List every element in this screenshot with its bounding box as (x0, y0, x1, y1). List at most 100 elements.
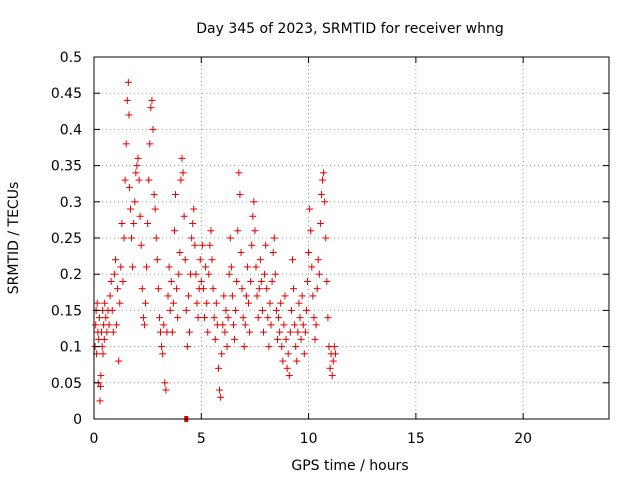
data-point (258, 306, 266, 314)
data-point (118, 220, 126, 228)
data-point (287, 306, 295, 314)
y-tick-label: 0.25 (51, 231, 82, 247)
data-point (316, 220, 324, 228)
data-point (117, 263, 125, 271)
y-tick-label: 0.15 (51, 303, 82, 319)
data-point (239, 314, 247, 322)
data-point (273, 335, 281, 343)
data-point (167, 277, 175, 285)
data-point (314, 256, 322, 264)
data-point (143, 263, 151, 271)
data-point (113, 321, 121, 329)
data-point (108, 306, 116, 314)
y-tick-label: 0.45 (51, 86, 82, 102)
data-point (121, 176, 129, 184)
data-point (291, 321, 299, 329)
data-point (251, 227, 259, 235)
data-point (103, 328, 111, 336)
data-point (152, 234, 160, 242)
data-point (320, 169, 328, 177)
data-point (135, 176, 143, 184)
data-point (209, 285, 217, 293)
data-point (114, 285, 122, 293)
data-point (140, 321, 148, 329)
data-point (109, 328, 117, 336)
data-point (181, 256, 189, 264)
data-point (265, 343, 273, 351)
data-point (294, 328, 302, 336)
data-point (237, 248, 245, 256)
data-point (302, 306, 310, 314)
data-point (137, 241, 145, 249)
data-point (173, 285, 181, 293)
data-point (190, 205, 198, 213)
data-point (293, 357, 301, 365)
x-tick-label: 0 (90, 431, 99, 447)
data-point (157, 328, 165, 336)
data-point (124, 78, 132, 86)
data-point (147, 104, 155, 112)
data-point (162, 386, 170, 394)
data-point (232, 306, 240, 314)
data-point (203, 299, 211, 307)
data-point (299, 321, 307, 329)
data-point (123, 96, 131, 104)
data-point (182, 306, 190, 314)
data-point (221, 328, 229, 336)
data-point (153, 256, 161, 264)
data-point (272, 306, 280, 314)
data-point (279, 357, 287, 365)
data-point (257, 277, 265, 285)
data-point (236, 191, 244, 199)
y-tick-label: 0.5 (60, 50, 82, 66)
data-point (129, 263, 137, 271)
data-point (93, 299, 101, 307)
data-point (296, 314, 304, 322)
data-point (142, 299, 149, 307)
data-point (170, 227, 178, 235)
data-point (229, 321, 237, 329)
data-point (217, 393, 225, 401)
y-tick-label: 0.2 (60, 267, 82, 283)
data-point (222, 306, 230, 314)
data-point (227, 263, 235, 271)
x-axis-label: GPS time / hours (291, 458, 408, 474)
data-point (197, 277, 205, 285)
data-point (283, 364, 291, 372)
data-point (276, 328, 284, 336)
x-tick-label: 10 (300, 431, 318, 447)
data-point (208, 256, 216, 264)
data-point (126, 205, 134, 213)
data-point (199, 285, 207, 293)
data-point (278, 343, 286, 351)
data-point (250, 198, 258, 206)
data-point (286, 328, 294, 336)
data-point (305, 248, 313, 256)
data-point (166, 306, 174, 314)
data-point (300, 350, 308, 358)
data-point (228, 292, 236, 300)
data-point (183, 343, 191, 351)
data-point (219, 321, 227, 329)
data-point (134, 154, 142, 162)
data-point (202, 263, 210, 271)
data-point (322, 234, 330, 242)
data-point (275, 314, 283, 322)
data-point (241, 321, 249, 329)
data-point (133, 162, 141, 170)
data-point (155, 314, 163, 322)
data-point (328, 372, 336, 380)
data-point (144, 220, 152, 228)
data-point (284, 350, 292, 358)
data-point (178, 154, 186, 162)
data-point (176, 248, 184, 256)
data-point (308, 263, 316, 271)
data-point (307, 227, 315, 235)
data-point (96, 382, 104, 390)
data-point (315, 270, 323, 278)
data-point (330, 343, 338, 351)
data-point (175, 270, 183, 278)
data-point (120, 234, 128, 242)
data-point (271, 270, 279, 278)
